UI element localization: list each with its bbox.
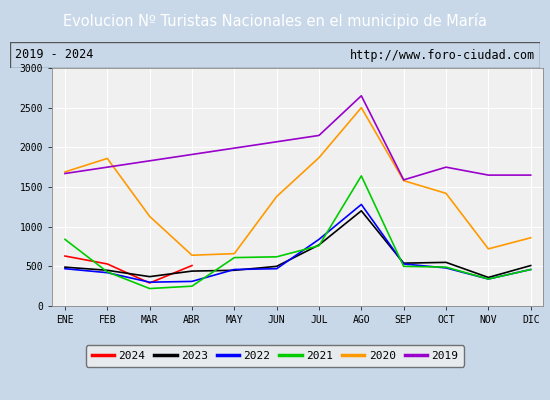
Text: http://www.foro-ciudad.com: http://www.foro-ciudad.com bbox=[350, 48, 535, 62]
Text: 2019 - 2024: 2019 - 2024 bbox=[15, 48, 94, 62]
Legend: 2024, 2023, 2022, 2021, 2020, 2019: 2024, 2023, 2022, 2021, 2020, 2019 bbox=[86, 346, 464, 366]
Text: Evolucion Nº Turistas Nacionales en el municipio de María: Evolucion Nº Turistas Nacionales en el m… bbox=[63, 13, 487, 29]
